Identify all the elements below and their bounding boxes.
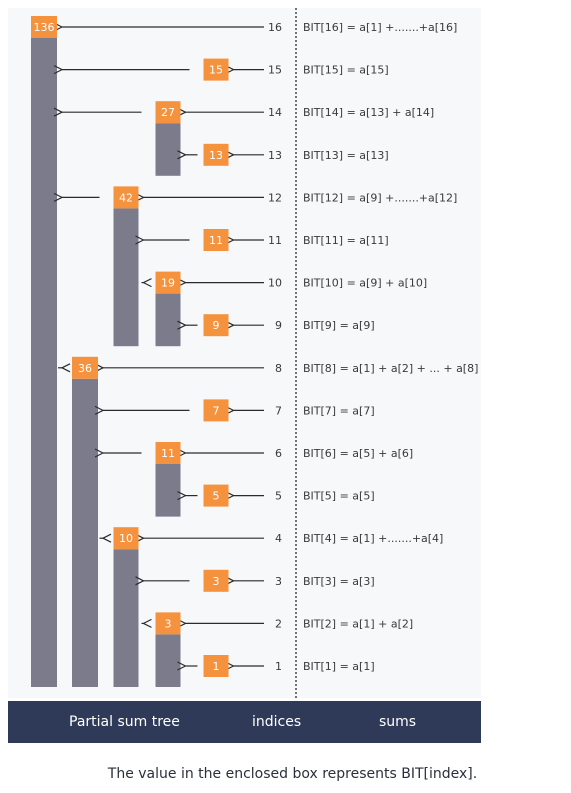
sum-16: BIT[16] = a[1] +.......+a[16] (303, 21, 457, 34)
value-text-13: 13 (209, 149, 223, 162)
sum-11: BIT[11] = a[11] (303, 234, 389, 247)
index-14: 14 (268, 106, 282, 119)
index-5: 5 (275, 490, 282, 503)
value-box-14: 27 (155, 101, 181, 124)
value-text-10: 19 (161, 277, 175, 290)
value-text-12: 42 (119, 191, 133, 204)
value-text-11: 11 (209, 234, 223, 247)
value-text-3: 3 (213, 575, 220, 588)
index-11: 11 (268, 234, 282, 247)
index-15: 15 (268, 64, 282, 77)
value-text-8: 36 (78, 362, 92, 375)
index-16: 16 (268, 21, 282, 34)
sum-2: BIT[2] = a[1] + a[2] (303, 617, 413, 630)
sum-6: BIT[6] = a[5] + a[6] (303, 447, 413, 460)
value-box-5: 5 (203, 484, 229, 507)
range-bar-16 (31, 38, 57, 687)
sum-7: BIT[7] = a[7] (303, 404, 375, 417)
index-7: 7 (275, 404, 282, 417)
sum-10: BIT[10] = a[9] + a[10] (303, 277, 427, 290)
value-text-2: 3 (165, 617, 172, 630)
value-box-12: 42 (113, 186, 139, 209)
sum-3: BIT[3] = a[3] (303, 575, 375, 588)
value-box-2: 3 (155, 612, 181, 635)
value-text-16: 136 (34, 21, 55, 34)
partial-sum-bars (31, 38, 181, 687)
index-1: 1 (275, 660, 282, 673)
sum-13: BIT[13] = a[13] (303, 149, 389, 162)
value-boxes: 136 15 27 13 42 11 19 9 36 7 11 5 10 3 3 1 (31, 16, 229, 677)
value-text-1: 1 (213, 660, 220, 673)
value-box-8: 36 (72, 356, 98, 379)
value-box-10: 19 (155, 271, 181, 294)
sums-label: sums (379, 714, 417, 730)
range-bar-4 (113, 549, 139, 687)
range-bar-8 (72, 378, 98, 687)
range-bar-2 (155, 634, 181, 687)
value-box-4: 10 (113, 527, 139, 550)
value-box-16: 136 (31, 16, 57, 38)
value-box-9: 9 (203, 314, 229, 337)
footer-bar: Partial sum tree indices sums (8, 701, 481, 743)
range-bar-6 (155, 464, 181, 517)
sum-5: BIT[5] = a[5] (303, 490, 375, 503)
value-text-9: 9 (213, 319, 220, 332)
value-box-11: 11 (203, 229, 229, 251)
sum-15: BIT[15] = a[15] (303, 64, 389, 77)
value-text-7: 7 (213, 404, 220, 417)
indices-label: indices (252, 714, 302, 730)
range-bar-14 (155, 123, 181, 176)
range-bar-12 (113, 208, 139, 347)
sum-4: BIT[4] = a[1] +.......+a[4] (303, 532, 443, 545)
index-4: 4 (275, 532, 282, 545)
index-9: 9 (275, 319, 282, 332)
value-text-5: 5 (213, 490, 220, 503)
partial-sum-tree-label: Partial sum tree (69, 714, 180, 730)
index-and-sum-labels: 16 BIT[16] = a[1] +.......+a[16]15 BIT[15]… (268, 21, 478, 673)
value-text-14: 27 (161, 106, 175, 119)
value-box-6: 11 (155, 442, 181, 464)
range-bar-10 (155, 293, 181, 347)
value-box-13: 13 (203, 143, 229, 166)
sum-8: BIT[8] = a[1] + a[2] + ... + a[8] (303, 362, 478, 375)
arrows (58, 27, 264, 666)
sum-12: BIT[12] = a[9] +.......+a[12] (303, 191, 457, 204)
index-6: 6 (275, 447, 282, 460)
value-text-6: 11 (161, 447, 175, 460)
value-box-3: 3 (203, 569, 229, 592)
sum-9: BIT[9] = a[9] (303, 319, 375, 332)
sum-14: BIT[14] = a[13] + a[14] (303, 106, 434, 119)
value-box-7: 7 (203, 399, 229, 422)
index-3: 3 (275, 575, 282, 588)
index-10: 10 (268, 277, 282, 290)
value-text-4: 10 (119, 532, 133, 545)
index-8: 8 (275, 362, 282, 375)
value-box-1: 1 (203, 655, 229, 677)
index-2: 2 (275, 617, 282, 630)
index-12: 12 (268, 191, 282, 204)
index-13: 13 (268, 149, 282, 162)
sum-1: BIT[1] = a[1] (303, 660, 375, 673)
caption: The value in the enclosed box represents… (107, 766, 478, 782)
value-text-15: 15 (209, 64, 223, 77)
value-box-15: 15 (203, 58, 229, 81)
